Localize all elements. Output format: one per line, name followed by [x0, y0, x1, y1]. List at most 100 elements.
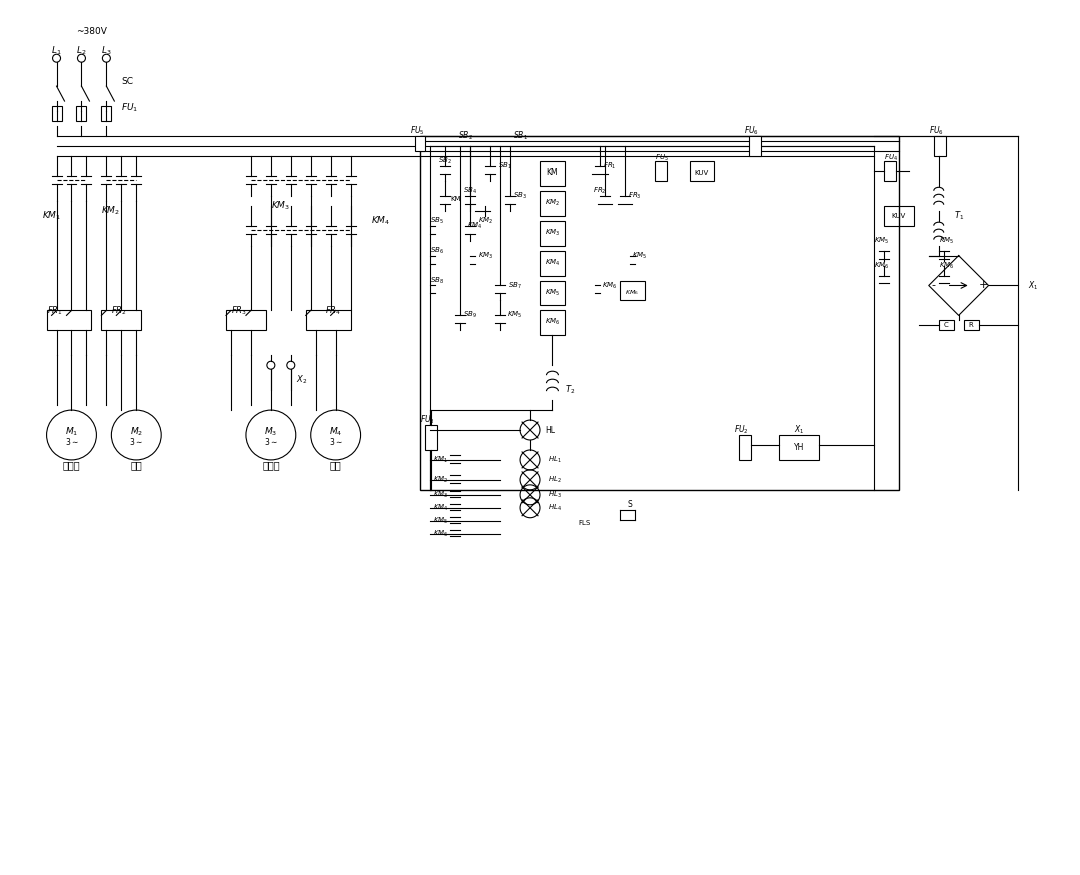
Text: $L_2$: $L_2$ [77, 45, 86, 58]
Bar [740, 435, 752, 460]
Text: KM: KM [546, 168, 558, 178]
Bar [540, 250, 565, 276]
Text: YH: YH [794, 444, 805, 452]
Bar [540, 161, 565, 186]
Text: $3\sim$: $3\sim$ [130, 437, 144, 447]
Text: $FU_4$: $FU_4$ [883, 153, 897, 163]
Bar [689, 161, 715, 181]
Bar [46, 311, 92, 331]
Text: $SB_4$: $SB_4$ [463, 186, 477, 196]
Text: $KM_5$: $KM_5$ [508, 311, 523, 320]
Text: $M_2$: $M_2$ [130, 426, 143, 438]
Bar [883, 161, 896, 181]
Text: $FU_3$: $FU_3$ [420, 414, 435, 426]
Text: $FR_1$: $FR_1$ [603, 161, 617, 171]
Text: FLS: FLS [579, 520, 591, 526]
Text: HL: HL [545, 425, 555, 435]
Bar [426, 425, 437, 450]
Text: $KM_6$: $KM_6$ [939, 261, 955, 270]
Text: +: + [978, 281, 988, 290]
Text: $KM_5$: $KM_5$ [632, 250, 647, 261]
Text: $X_1$: $X_1$ [1028, 279, 1039, 291]
Text: $T_2$: $T_2$ [565, 384, 575, 396]
Text: $SB_5$: $SB_5$ [430, 215, 444, 226]
Text: $M_3$: $M_3$ [265, 426, 278, 438]
Text: KM: KM [450, 196, 460, 202]
Text: $KM_5$: $KM_5$ [433, 515, 448, 526]
Text: $KM_4$: $KM_4$ [433, 502, 448, 513]
Text: $SB_6$: $SB_6$ [430, 246, 445, 256]
Text: $KM_5$: $KM_5$ [939, 235, 954, 246]
Text: $KM_5$: $KM_5$ [874, 235, 889, 246]
Text: KUV: KUV [892, 213, 906, 219]
Text: $KM_6$: $KM_6$ [602, 280, 618, 290]
Bar [540, 220, 565, 246]
Text: $KM_3$: $KM_3$ [544, 228, 561, 238]
Text: $FU_6$: $FU_6$ [744, 125, 759, 137]
Text: $X_1$: $X_1$ [794, 424, 805, 437]
Bar [416, 136, 426, 150]
Text: $KM_3$: $KM_3$ [433, 490, 448, 500]
Text: $HL_3$: $HL_3$ [548, 490, 562, 500]
Text: $M_4$: $M_4$ [329, 426, 342, 438]
Bar [939, 320, 954, 331]
Text: $L_1$: $L_1$ [51, 45, 62, 58]
Text: $FU_2$: $FU_2$ [734, 424, 750, 437]
Text: $KM_6$: $KM_6$ [874, 261, 890, 270]
Bar [102, 106, 111, 121]
Text: $SB_9$: $SB_9$ [463, 311, 477, 320]
Text: $KM_4$: $KM_4$ [370, 214, 390, 227]
Text: $SB_7$: $SB_7$ [509, 280, 522, 290]
Text: C: C [944, 322, 948, 328]
Text: $KM_4$: $KM_4$ [468, 220, 483, 231]
Bar [52, 106, 62, 121]
Text: $T_1$: $T_1$ [954, 209, 963, 222]
Text: S: S [627, 500, 632, 509]
Text: $SB_8$: $SB_8$ [430, 276, 445, 285]
Text: SC: SC [121, 77, 133, 86]
Text: $SB_3$: $SB_3$ [513, 191, 527, 201]
Text: $FU_1$: $FU_1$ [121, 102, 138, 115]
Text: $SB_2$: $SB_2$ [438, 156, 453, 166]
Bar [934, 136, 946, 156]
Text: $SB_2$: $SB_2$ [458, 130, 473, 143]
Text: -: - [932, 281, 935, 290]
Bar [654, 161, 666, 181]
Text: 液压泵: 液压泵 [63, 460, 80, 470]
Bar [780, 435, 819, 460]
Bar [77, 106, 86, 121]
Text: R: R [969, 322, 973, 328]
Text: KUV: KUV [694, 170, 710, 176]
Text: $3\sim$: $3\sim$ [264, 437, 278, 447]
Text: 升降: 升降 [329, 460, 341, 470]
Bar [226, 311, 266, 331]
Text: $FR_4$: $FR_4$ [325, 304, 340, 317]
Text: $KM_2$: $KM_2$ [102, 205, 121, 217]
Text: $X_2$: $X_2$ [296, 374, 307, 387]
Text: $FU_5$: $FU_5$ [654, 153, 669, 163]
Text: $KM_2$: $KM_2$ [477, 215, 492, 226]
Text: $FR_2$: $FR_2$ [111, 304, 127, 317]
Text: $FR_3$: $FR_3$ [231, 304, 247, 317]
Text: $HL_1$: $HL_1$ [548, 455, 562, 465]
Text: $KM_1$: $KM_1$ [42, 209, 60, 222]
Text: $SB_1$: $SB_1$ [513, 130, 527, 143]
Bar [420, 136, 899, 490]
Bar [306, 311, 351, 331]
Text: $KM_6$: $KM_6$ [544, 318, 561, 327]
Text: $KM_2$: $KM_2$ [544, 198, 561, 208]
Bar [750, 136, 761, 156]
Text: $3\sim$: $3\sim$ [328, 437, 342, 447]
Text: $KM_6$: $KM_6$ [625, 288, 639, 297]
Text: $L_3$: $L_3$ [102, 45, 111, 58]
Text: $KM_1$: $KM_1$ [433, 455, 448, 465]
Bar [540, 281, 565, 305]
Text: ~380V: ~380V [77, 27, 107, 36]
Bar [540, 311, 565, 335]
Text: $KM_3$: $KM_3$ [271, 200, 291, 212]
Text: $FU_5$: $FU_5$ [410, 125, 426, 137]
Bar [883, 206, 914, 226]
Bar [620, 281, 645, 300]
Text: 砂轮: 砂轮 [131, 460, 143, 470]
Text: $FR_3$: $FR_3$ [627, 191, 642, 201]
